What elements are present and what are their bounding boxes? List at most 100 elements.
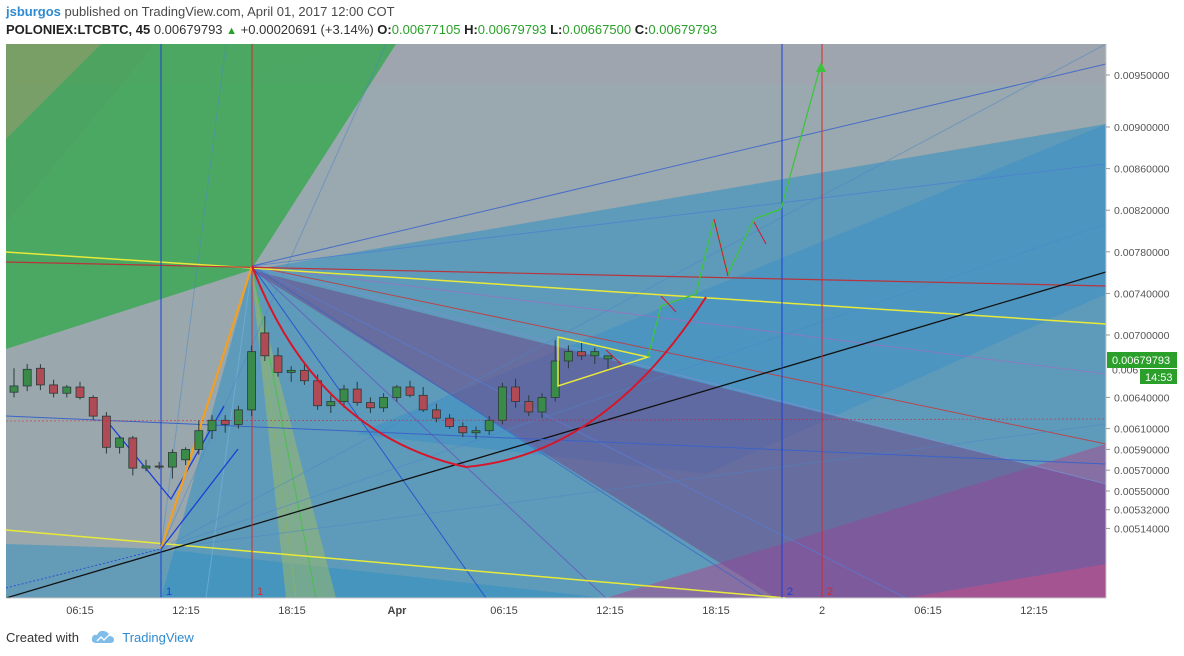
candle-body [233, 409, 243, 425]
candle-body [471, 430, 481, 434]
fan-line [160, 44, 1106, 550]
time-tick-label: 06:15 [490, 605, 518, 617]
candle[interactable] [62, 384, 72, 398]
candle[interactable] [524, 395, 534, 417]
candle-body [167, 452, 177, 468]
candle[interactable] [497, 382, 507, 425]
candle[interactable] [115, 435, 124, 454]
candle-body [62, 386, 72, 394]
candle-body [313, 380, 323, 407]
high-value: 0.00679793 [477, 22, 547, 37]
blue-horizontal-line [6, 415, 1106, 465]
candle[interactable] [458, 422, 468, 437]
candle[interactable] [207, 415, 217, 439]
fan-line [251, 163, 1106, 267]
candle-body [299, 369, 309, 382]
red-dotted-line [6, 418, 1106, 422]
candle[interactable] [603, 355, 613, 370]
marker-label-blue-1: 1 [166, 586, 172, 598]
yellow-trendline-upper [6, 251, 1106, 325]
candle[interactable] [326, 395, 336, 413]
candle[interactable] [577, 341, 586, 360]
candle[interactable] [154, 461, 164, 470]
candle[interactable] [22, 364, 32, 392]
candle[interactable] [431, 403, 441, 423]
candle[interactable] [286, 366, 296, 382]
marker-label-blue-2: 2 [787, 586, 793, 598]
candle[interactable] [141, 459, 151, 472]
candle[interactable] [35, 364, 45, 391]
candle-body [326, 401, 336, 407]
candle[interactable] [471, 426, 481, 439]
price-tick-label: 0.00780000 [1114, 247, 1170, 259]
candle[interactable] [299, 364, 309, 385]
candle-body [220, 419, 230, 425]
marker-label-red-2: 2 [827, 586, 833, 598]
fan-line [251, 265, 1106, 445]
candle-body [115, 437, 124, 448]
purple-lower-zone [606, 444, 1106, 598]
candle[interactable] [167, 449, 177, 479]
candle-body [484, 419, 494, 432]
fan-line [160, 423, 1106, 550]
candle[interactable] [379, 393, 389, 412]
fan-line [251, 63, 1106, 267]
candle[interactable] [102, 411, 111, 454]
time-tick-label: 18:15 [702, 605, 730, 617]
candle-body [352, 388, 362, 403]
candle[interactable] [365, 397, 375, 413]
candle[interactable] [220, 415, 230, 433]
candle[interactable] [405, 380, 415, 398]
candle[interactable] [418, 387, 428, 412]
tradingview-link[interactable]: TradingView [122, 630, 194, 645]
candle[interactable] [564, 345, 573, 369]
time-tick-label: 18:15 [278, 605, 306, 617]
price-tick-label: 0.00820000 [1114, 205, 1170, 217]
candle-body [577, 351, 586, 357]
price-tick-label: 0.00740000 [1114, 288, 1170, 300]
fan-line [160, 44, 387, 550]
candle[interactable] [260, 316, 270, 361]
candle[interactable] [247, 345, 257, 417]
candle[interactable] [49, 379, 58, 398]
candle[interactable] [233, 405, 243, 429]
candle[interactable] [392, 384, 402, 402]
plot-area[interactable]: 1 1 2 2 [6, 44, 1106, 598]
fan-line [251, 265, 907, 598]
candle[interactable] [550, 340, 560, 402]
candle[interactable] [511, 378, 521, 408]
blue-support-line [160, 448, 239, 550]
time-tick-label: 12:15 [172, 605, 200, 617]
candle[interactable] [194, 420, 204, 455]
candle-body [75, 386, 85, 398]
blue-abc-pattern [105, 405, 225, 501]
fan-line [251, 265, 297, 598]
price-axis[interactable] [1106, 44, 1178, 622]
candle[interactable] [88, 395, 98, 421]
price-tick-label: 0.00900000 [1114, 122, 1170, 134]
close-label: C: [634, 22, 649, 37]
candle[interactable] [590, 347, 600, 365]
created-with-text: Created with [6, 630, 79, 645]
candle[interactable] [181, 447, 191, 465]
candle[interactable] [273, 347, 283, 377]
black-trendline [6, 271, 1106, 598]
candle[interactable] [484, 416, 494, 435]
time-axis[interactable] [6, 598, 1106, 622]
time-tick-label: 2 [819, 605, 825, 617]
symbol-bar: POLONIEX:LTCBTC, 45 0.00679793 ▲ +0.0002… [6, 22, 717, 37]
yellow-trendline-lower [6, 529, 787, 598]
candle[interactable] [9, 368, 19, 398]
candle[interactable] [352, 381, 362, 406]
candle-body [550, 360, 560, 398]
tradingview-logo-icon [91, 630, 115, 647]
candle[interactable] [128, 435, 138, 476]
chart-area[interactable]: 1 1 2 2 0.00950000 0.00900000 0.00860000 0.… [6, 44, 1178, 622]
candle[interactable] [339, 384, 349, 408]
candle[interactable] [75, 381, 85, 400]
candle[interactable] [445, 414, 455, 429]
price-chart[interactable]: 1 1 2 2 0.009500000.009000000.008600000.… [6, 44, 1178, 622]
price-tick-label: 0.00640000 [1114, 392, 1170, 404]
author-link[interactable]: jsburgos [6, 4, 61, 19]
candle[interactable] [537, 393, 547, 419]
